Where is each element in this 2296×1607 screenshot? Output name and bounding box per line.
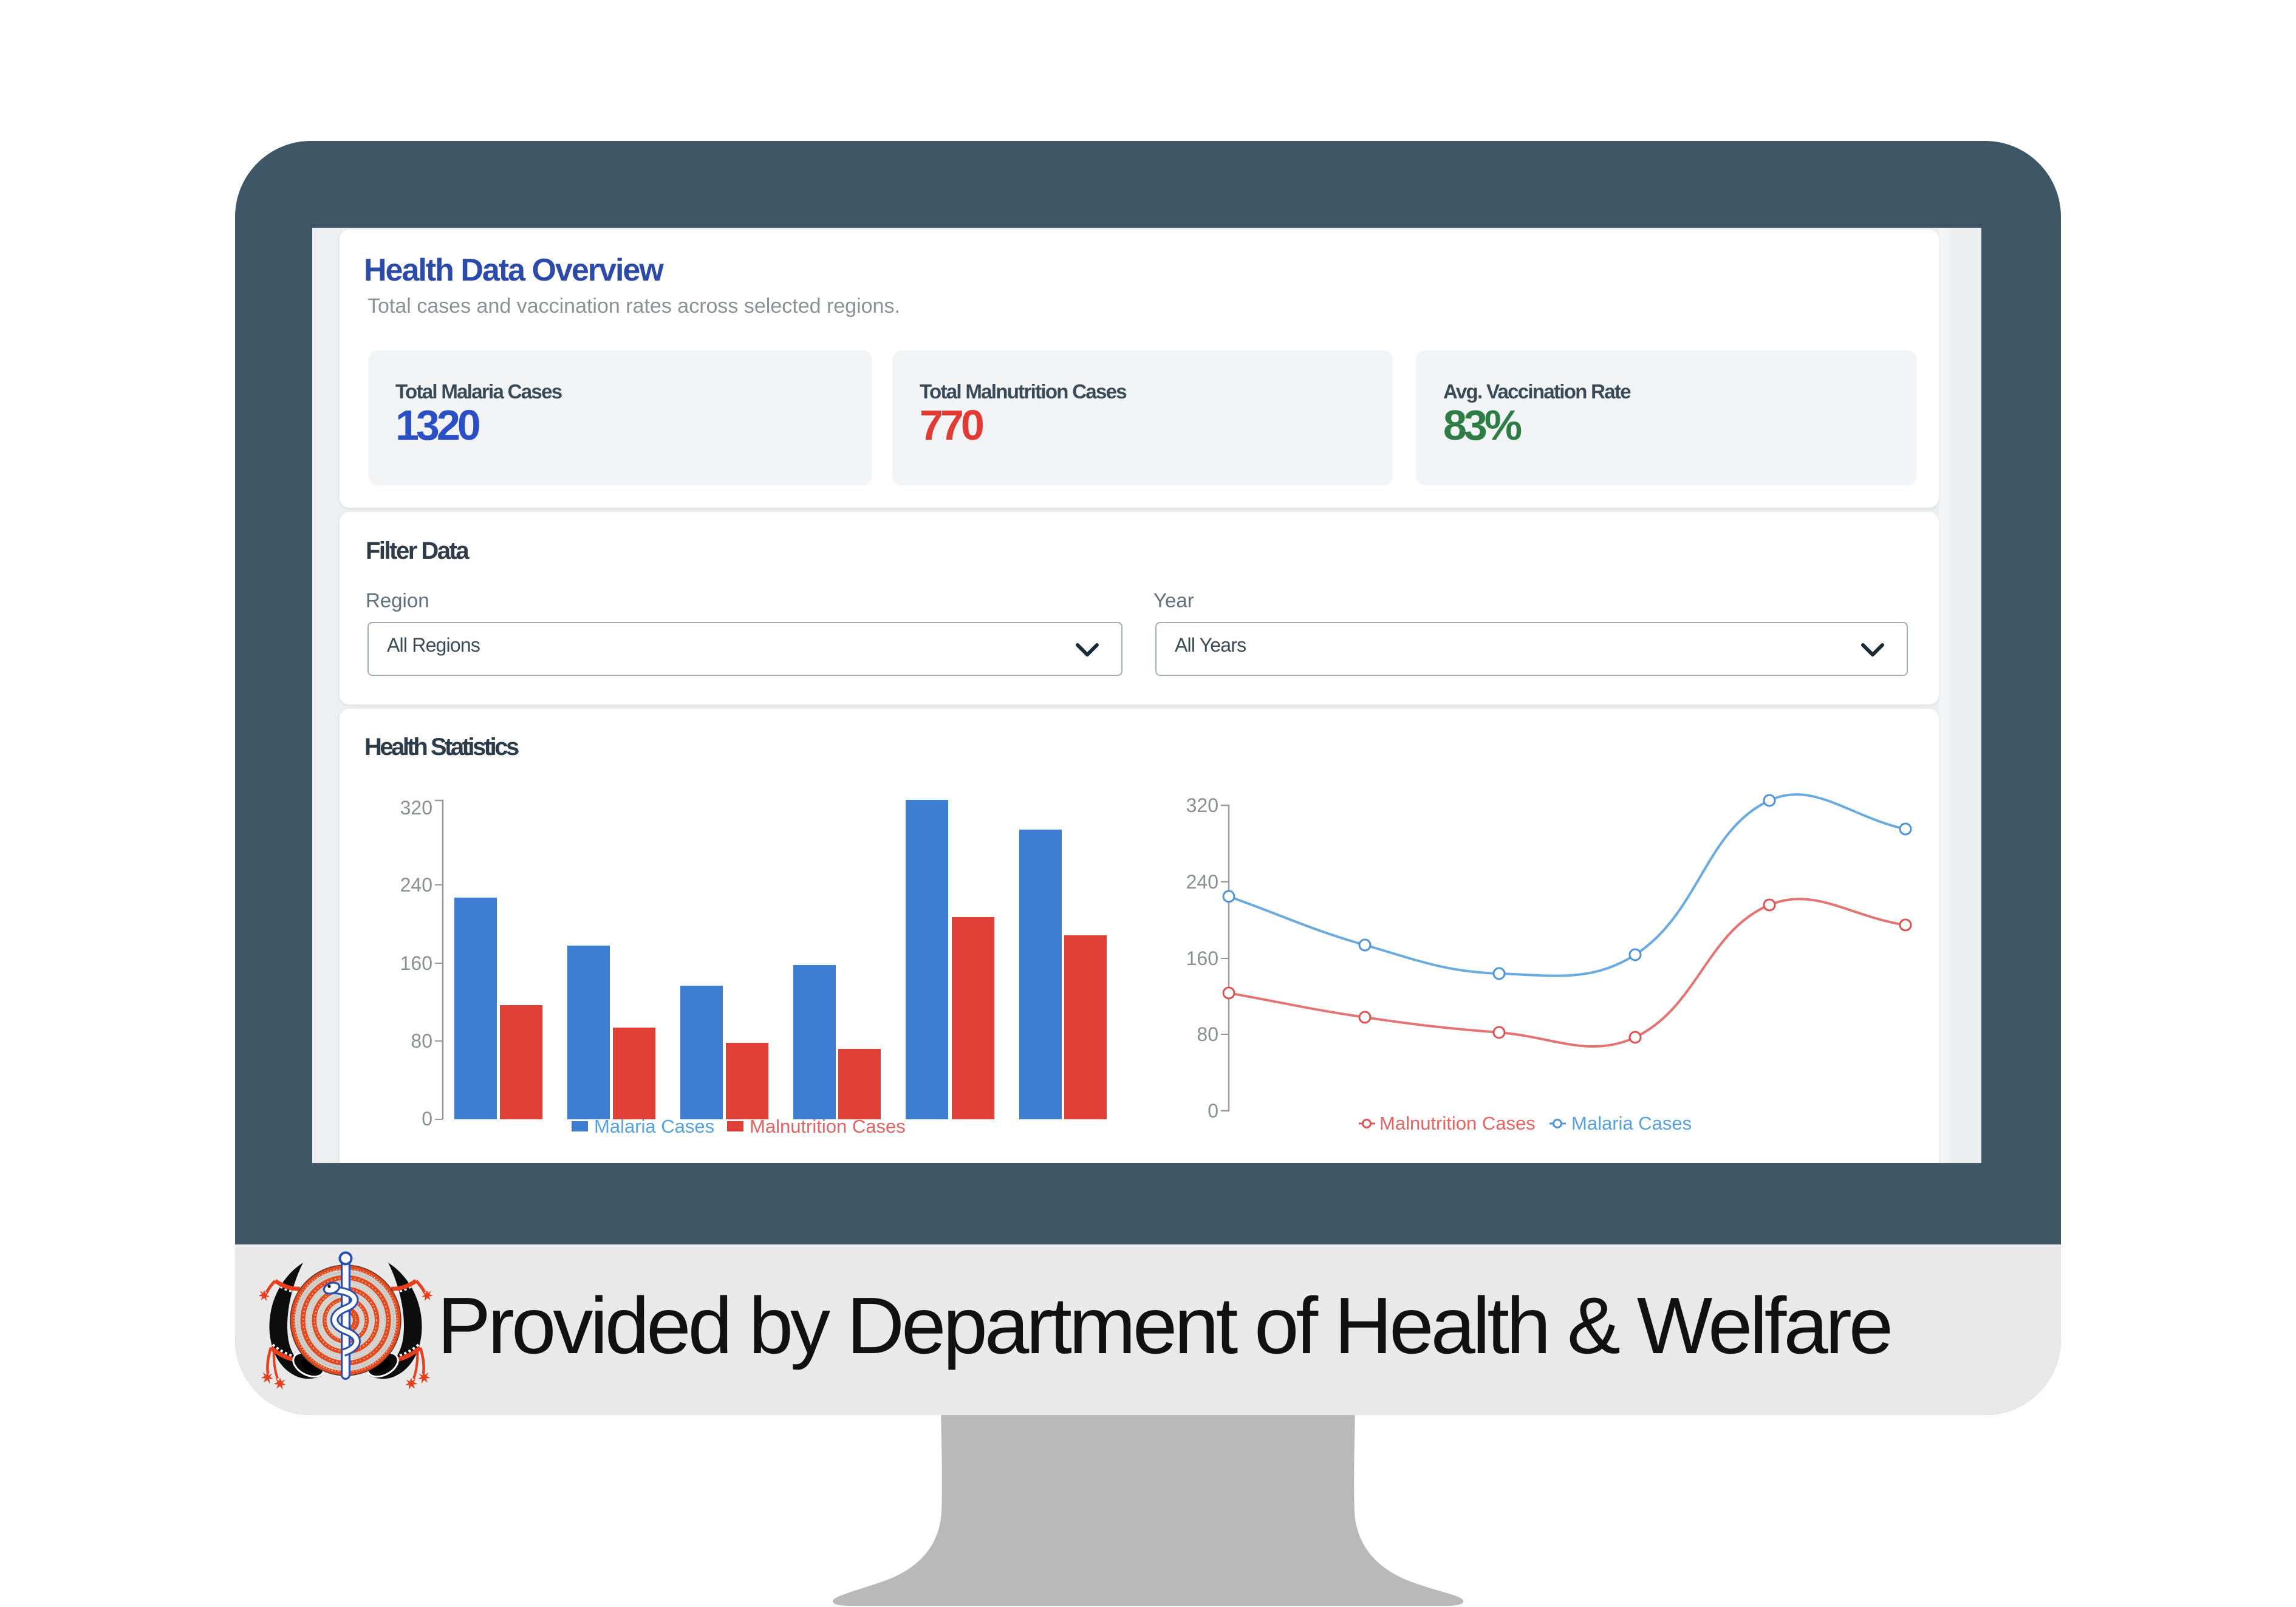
svg-text:240: 240 xyxy=(1186,871,1218,893)
svg-text:0: 0 xyxy=(422,1108,432,1130)
svg-text:240: 240 xyxy=(400,874,432,896)
svg-text:Malaria Cases: Malaria Cases xyxy=(594,1116,714,1137)
svg-text:80: 80 xyxy=(411,1030,432,1052)
svg-text:320: 320 xyxy=(400,797,432,819)
svg-text:Malnutrition Cases: Malnutrition Cases xyxy=(750,1116,906,1137)
svg-text:Malnutrition Cases: Malnutrition Cases xyxy=(1379,1113,1536,1134)
svg-text:Malaria Cases: Malaria Cases xyxy=(1571,1113,1692,1134)
svg-text:160: 160 xyxy=(400,952,432,974)
svg-text:80: 80 xyxy=(1197,1023,1218,1045)
svg-text:160: 160 xyxy=(1186,947,1218,969)
svg-text:0: 0 xyxy=(1208,1100,1218,1122)
svg-text:320: 320 xyxy=(1186,794,1218,816)
